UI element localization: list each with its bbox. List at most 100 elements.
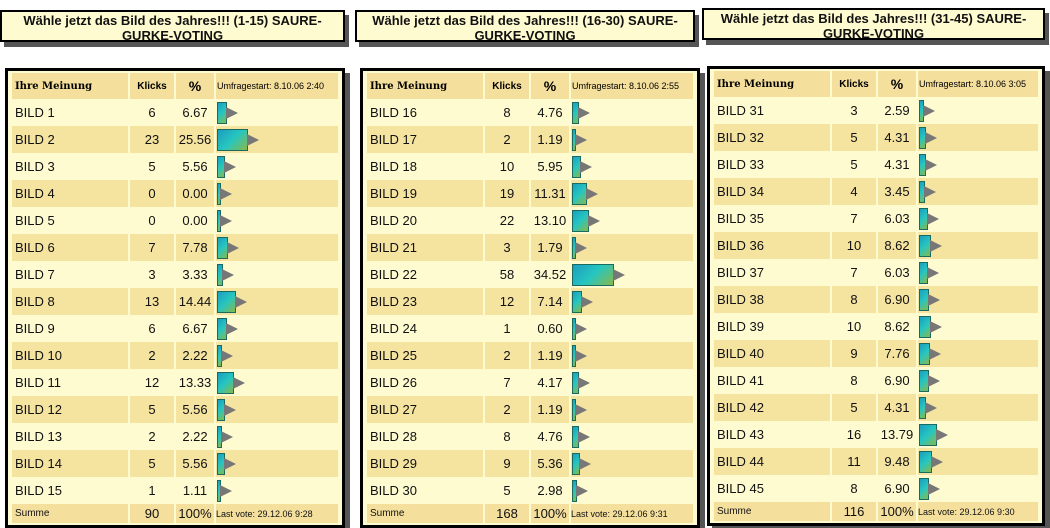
vote-bar-cell bbox=[918, 313, 1038, 340]
option-percent: 34.52 bbox=[531, 261, 569, 288]
option-klicks: 8 bbox=[485, 99, 529, 126]
option-klicks: 2 bbox=[485, 126, 529, 153]
option-percent: 8.62 bbox=[878, 232, 916, 259]
option-percent: 2.22 bbox=[176, 342, 214, 369]
table-row: BILD 5 0 0.00 bbox=[12, 207, 338, 234]
option-percent: 13.10 bbox=[531, 207, 569, 234]
table-row: BILD 33 5 4.31 bbox=[714, 151, 1038, 178]
bar-shadow-icon bbox=[929, 320, 942, 333]
option-klicks: 5 bbox=[485, 477, 529, 504]
option-percent: 8.62 bbox=[878, 313, 916, 340]
table-row: BILD 4 0 0.00 bbox=[12, 180, 338, 207]
option-name: BILD 35 bbox=[714, 205, 830, 232]
sum-row: Summe 116 100% Last vote: 29.12.06 9:30 bbox=[714, 502, 1038, 521]
bar-shadow-icon bbox=[576, 484, 589, 497]
option-klicks: 0 bbox=[130, 207, 174, 234]
poll-table: Ihre Meinung Klicks % Umfragestart: 8.10… bbox=[707, 66, 1045, 526]
vote-bar-cell bbox=[918, 205, 1038, 232]
option-klicks: 7 bbox=[130, 234, 174, 261]
header-klicks: Klicks bbox=[832, 71, 876, 97]
option-percent: 5.56 bbox=[176, 450, 214, 477]
bar-shadow-icon bbox=[224, 457, 237, 470]
option-percent: 6.67 bbox=[176, 315, 214, 342]
bar-shadow-icon bbox=[575, 133, 587, 146]
table-row: BILD 10 2 2.22 bbox=[12, 342, 338, 369]
option-percent: 4.31 bbox=[878, 151, 916, 178]
option-klicks: 13 bbox=[130, 288, 174, 315]
table-row: BILD 22 58 34.52 bbox=[367, 261, 693, 288]
table-row: BILD 36 10 8.62 bbox=[714, 232, 1038, 259]
option-percent: 1.11 bbox=[176, 477, 214, 504]
option-name: BILD 26 bbox=[367, 369, 483, 396]
option-name: BILD 25 bbox=[367, 342, 483, 369]
option-klicks: 7 bbox=[485, 369, 529, 396]
sum-label: Summe bbox=[12, 504, 128, 523]
option-klicks: 7 bbox=[832, 259, 876, 286]
bar-shadow-icon bbox=[221, 268, 234, 281]
vote-bar-cell bbox=[918, 421, 1038, 448]
option-name: BILD 41 bbox=[714, 367, 830, 394]
vote-bar-cell bbox=[571, 234, 693, 261]
option-percent: 14.44 bbox=[176, 288, 214, 315]
option-klicks: 2 bbox=[485, 396, 529, 423]
option-percent: 1.19 bbox=[531, 342, 569, 369]
table-row: BILD 44 11 9.48 bbox=[714, 448, 1038, 475]
sum-total: 168 bbox=[485, 504, 529, 523]
table-row: BILD 18 10 5.95 bbox=[367, 153, 693, 180]
poll-title: Wähle jetzt das Bild des Jahres!!! (31-4… bbox=[702, 8, 1045, 41]
header-row: Ihre Meinung Klicks % Umfragestart: 8.10… bbox=[367, 73, 693, 99]
option-percent: 0.00 bbox=[176, 207, 214, 234]
option-percent: 6.03 bbox=[878, 205, 916, 232]
table-row: BILD 23 12 7.14 bbox=[367, 288, 693, 315]
option-klicks: 10 bbox=[485, 153, 529, 180]
sum-row: Summe 168 100% Last vote: 29.12.06 9:31 bbox=[367, 504, 693, 523]
vote-bar-cell bbox=[216, 234, 338, 261]
option-klicks: 11 bbox=[832, 448, 876, 475]
option-name: BILD 32 bbox=[714, 124, 830, 151]
vote-bar-cell bbox=[216, 288, 338, 315]
bar-shadow-icon bbox=[586, 187, 598, 200]
bar-shadow-icon bbox=[224, 403, 237, 416]
option-name: BILD 22 bbox=[367, 261, 483, 288]
vote-bar-cell bbox=[918, 178, 1038, 205]
bar-shadow-icon bbox=[575, 241, 588, 254]
option-name: BILD 23 bbox=[367, 288, 483, 315]
vote-bar-cell bbox=[571, 315, 693, 342]
table-row: BILD 1 6 6.67 bbox=[12, 99, 338, 126]
option-klicks: 5 bbox=[832, 394, 876, 421]
option-name: BILD 39 bbox=[714, 313, 830, 340]
option-percent: 1.79 bbox=[531, 234, 569, 261]
sum-total: 116 bbox=[832, 502, 876, 521]
option-klicks: 4 bbox=[832, 178, 876, 205]
bar-shadow-icon bbox=[579, 160, 592, 173]
table-row: BILD 42 5 4.31 bbox=[714, 394, 1038, 421]
option-name: BILD 45 bbox=[714, 475, 830, 502]
option-name: BILD 6 bbox=[12, 234, 128, 261]
option-percent: 4.17 bbox=[531, 369, 569, 396]
option-klicks: 8 bbox=[485, 423, 529, 450]
vote-bar bbox=[572, 263, 614, 286]
option-name: BILD 15 bbox=[12, 477, 128, 504]
option-klicks: 8 bbox=[832, 286, 876, 313]
table-row: BILD 30 5 2.98 bbox=[367, 477, 693, 504]
bar-shadow-icon bbox=[220, 349, 233, 362]
vote-bar-cell bbox=[571, 342, 693, 369]
option-klicks: 5 bbox=[832, 151, 876, 178]
option-percent: 7.14 bbox=[531, 288, 569, 315]
header-row: Ihre Meinung Klicks % Umfragestart: 8.10… bbox=[12, 73, 338, 99]
option-percent: 4.76 bbox=[531, 423, 569, 450]
table-row: BILD 3 5 5.56 bbox=[12, 153, 338, 180]
vote-bar-cell bbox=[216, 126, 338, 153]
sum-percent: 100% bbox=[531, 504, 569, 523]
option-name: BILD 27 bbox=[367, 396, 483, 423]
bar-shadow-icon bbox=[247, 133, 260, 146]
option-percent: 7.76 bbox=[878, 340, 916, 367]
option-percent: 3.33 bbox=[176, 261, 214, 288]
vote-bar-cell bbox=[918, 394, 1038, 421]
table-row: BILD 9 6 6.67 bbox=[12, 315, 338, 342]
last-vote: Last vote: 29.12.06 9:28 bbox=[216, 504, 338, 523]
option-klicks: 5 bbox=[130, 153, 174, 180]
option-percent: 1.19 bbox=[531, 126, 569, 153]
option-name: BILD 29 bbox=[367, 450, 483, 477]
option-percent: 7.78 bbox=[176, 234, 214, 261]
